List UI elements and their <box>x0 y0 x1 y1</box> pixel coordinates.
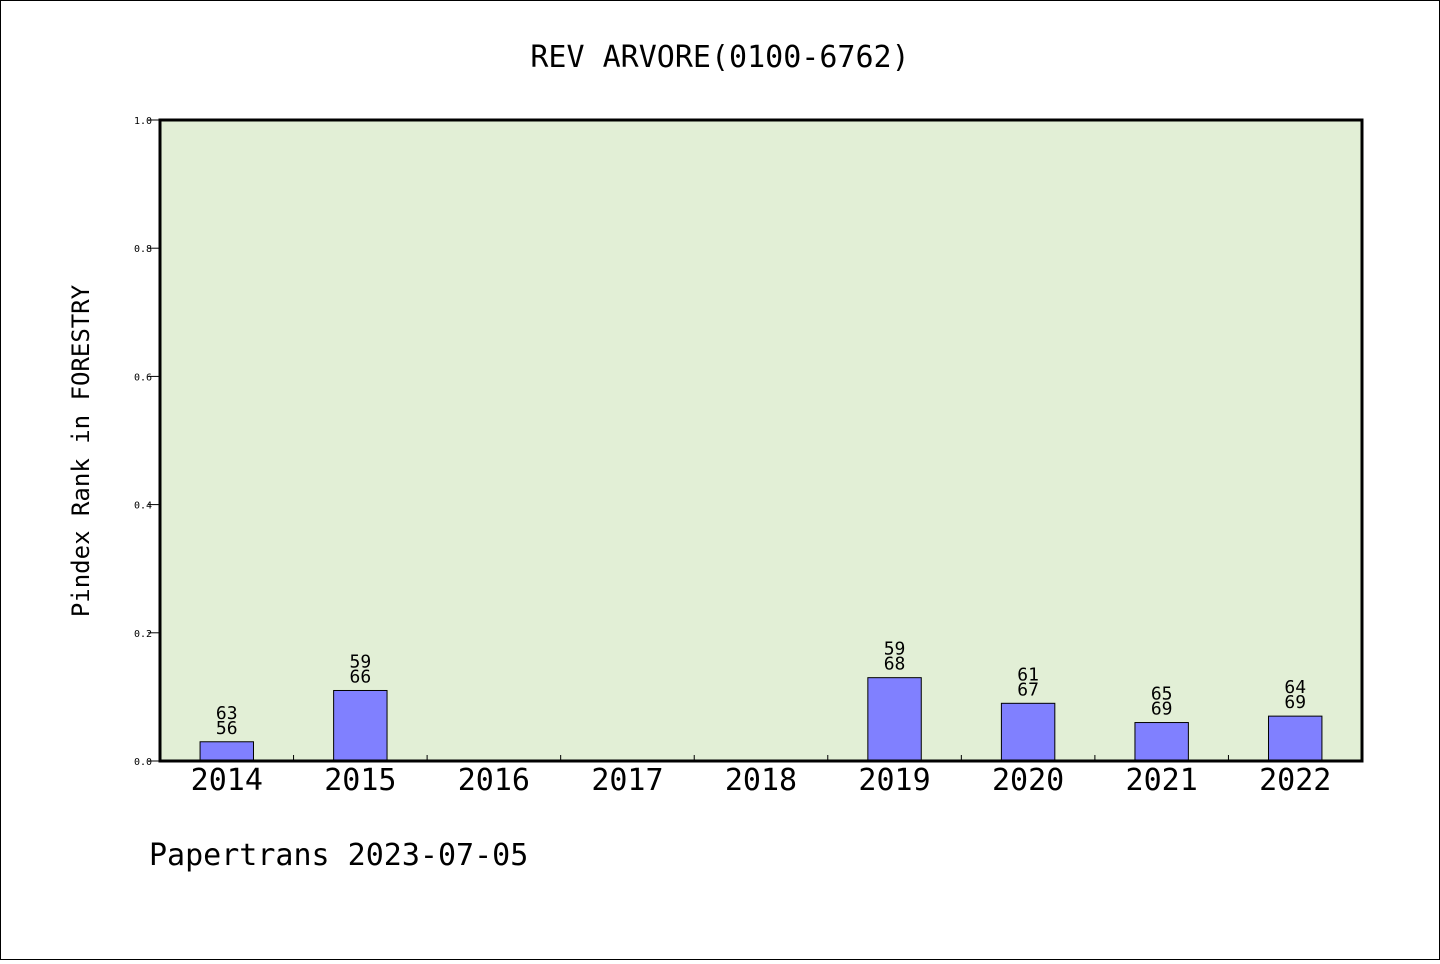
bar-label-lower: 67 <box>1017 679 1039 700</box>
y-tick-label: 0.2 <box>134 629 152 640</box>
bar <box>1000 702 1056 762</box>
x-tick-label: 2021 <box>1126 763 1198 798</box>
x-tick-label: 2015 <box>324 763 396 798</box>
y-tick-label: 0.8 <box>134 244 152 255</box>
footer-text: Papertrans 2023-07-05 <box>149 838 528 873</box>
x-tick-label: 2018 <box>725 763 797 798</box>
x-tick-label: 2019 <box>858 763 930 798</box>
y-tick-label: 0.6 <box>134 372 152 383</box>
bar-label-lower: 69 <box>1284 692 1306 713</box>
bar-label-upper: 63 <box>216 703 238 724</box>
bar <box>199 741 254 762</box>
bar-label-lower: 56 <box>216 718 238 739</box>
x-tick-label: 2020 <box>992 763 1064 798</box>
bar <box>333 689 388 762</box>
y-tick-label: 0.4 <box>134 501 152 512</box>
y-tick-label: 0.0 <box>134 757 152 768</box>
bar-label-upper: 64 <box>1284 677 1306 698</box>
bar-label-upper: 65 <box>1151 684 1173 705</box>
y-axis-label: Pindex Rank in FORESTRY <box>67 284 95 617</box>
bar <box>867 677 922 762</box>
plot-border <box>158 118 1364 763</box>
bar-label-lower: 68 <box>884 654 906 675</box>
y-tick-label: 1.0 <box>134 116 152 127</box>
bar-label-upper: 61 <box>1017 664 1039 685</box>
chart-title: REV ARVORE(0100-6762) <box>530 40 909 75</box>
x-tick-label: 2022 <box>1259 763 1331 798</box>
bar <box>1268 715 1323 762</box>
bar-label-lower: 69 <box>1151 699 1173 720</box>
plot-area <box>158 118 1364 763</box>
bar-label-upper: 59 <box>884 639 906 660</box>
bar <box>1134 722 1189 762</box>
bar-label-upper: 59 <box>349 651 371 672</box>
bar-label-lower: 66 <box>349 666 371 687</box>
x-axis: 2014 2015 2016 2017 2018 2019 2020 2021 2022 <box>191 755 1331 798</box>
y-axis: 0.0 0.2 0.4 0.6 0.8 1.0 <box>134 116 160 768</box>
x-tick-label: 2014 <box>191 763 263 798</box>
x-tick-label: 2016 <box>458 763 530 798</box>
x-tick-label: 2017 <box>591 763 663 798</box>
